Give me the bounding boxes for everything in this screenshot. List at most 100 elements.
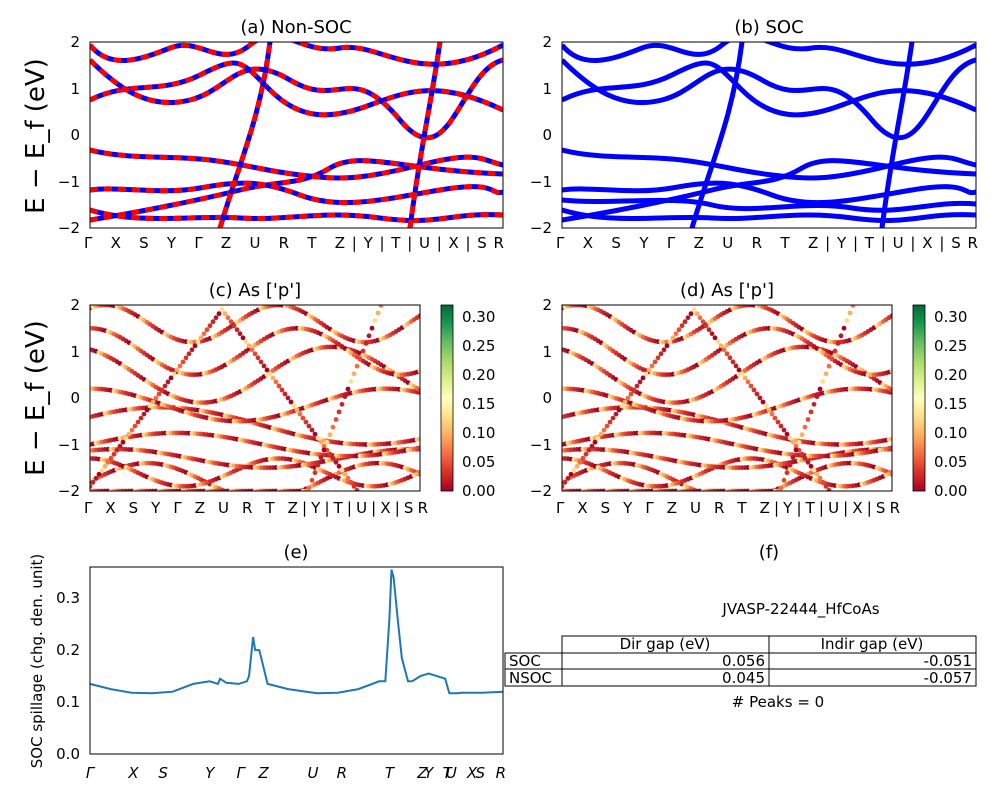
scatterC-point-1045 bbox=[279, 387, 285, 393]
ytick-a-0: 2 bbox=[70, 33, 80, 51]
panel-d: (d) As ['p'] 2 1 0 −1 −2 Γ X S Y Γ Z U R… bbox=[530, 280, 968, 517]
scatterD-point-1150 bbox=[793, 447, 799, 453]
scatterD-point-1012 bbox=[652, 359, 658, 365]
xtick-e-3: Y bbox=[205, 764, 216, 782]
ytick-e-3: 0.3 bbox=[56, 589, 80, 607]
scatterD-point-1167 bbox=[844, 318, 850, 323]
row-nsoc-dir: 0.045 bbox=[722, 669, 765, 687]
ytick-e-0: 0.0 bbox=[56, 745, 80, 763]
ytick-c-4: −2 bbox=[58, 482, 80, 500]
scatterD-point-999 bbox=[613, 411, 619, 417]
scatterC-point-1028 bbox=[228, 319, 234, 325]
cbar-d-tick-3: 0.15 bbox=[934, 395, 967, 413]
scatterC-point-1048 bbox=[288, 399, 294, 405]
scatterC-point-1011 bbox=[177, 363, 183, 369]
scatterC-point-1025 bbox=[219, 307, 225, 312]
col-dir-gap: Dir gap (eV) bbox=[620, 635, 711, 653]
scatterC-point-869 bbox=[417, 368, 420, 374]
xticks-a: Γ X S Y Γ Z U R T Z|Y|T|U|X|SR bbox=[84, 234, 504, 252]
scatterD-point-996 bbox=[604, 423, 610, 429]
panel-c-title: (c) As ['p'] bbox=[209, 280, 301, 301]
scatterC-point-1014 bbox=[186, 351, 192, 357]
xticks-b: Γ X S Y Γ Z U R T Z|Y|T|U|X|SR bbox=[556, 234, 978, 252]
scatterD-point-1043 bbox=[745, 379, 751, 385]
scatterC-point-1003 bbox=[153, 395, 159, 401]
scatterD-point-985 bbox=[571, 467, 577, 473]
ytick-e-1: 0.1 bbox=[56, 693, 80, 711]
scatterD-point-1045 bbox=[751, 387, 757, 393]
xtick-e-13: X bbox=[466, 764, 478, 782]
scatterD-point-984 bbox=[568, 471, 574, 477]
scatterD-point-1034 bbox=[718, 343, 724, 349]
scatterD-point-1035 bbox=[721, 347, 727, 353]
xtick-e-14: S bbox=[476, 764, 486, 782]
scatterD-point-1032 bbox=[712, 335, 718, 341]
scatterD-point-1022 bbox=[682, 319, 688, 325]
scatterC-point-1001 bbox=[147, 403, 153, 409]
scatterD-point-1039 bbox=[733, 363, 739, 369]
scatterD-point-1018 bbox=[670, 335, 676, 341]
scatterC-point-1002 bbox=[150, 399, 156, 405]
scatterD-point-1053 bbox=[775, 419, 781, 425]
ytick-d-2: 0 bbox=[542, 389, 552, 407]
scatterD-point-1044 bbox=[748, 383, 754, 389]
scatterD-point-1157 bbox=[814, 394, 820, 399]
cbar-d-tick-4: 0.20 bbox=[934, 366, 967, 384]
scatterD-point-203 bbox=[889, 469, 892, 475]
scatterD-point-1033 bbox=[715, 339, 721, 345]
scatterD-point-47 bbox=[701, 491, 706, 496]
scatterD-point-1054 bbox=[778, 423, 784, 429]
scatterC-point-1040 bbox=[264, 367, 270, 373]
scatterC-point-1046 bbox=[282, 391, 288, 397]
scatterC-point-1067 bbox=[345, 475, 351, 481]
scatterC-point-1032 bbox=[240, 335, 246, 341]
scatterC-point-1043 bbox=[273, 379, 279, 385]
scatterD-point-1070 bbox=[826, 488, 832, 491]
scatterD-point-1153 bbox=[802, 424, 808, 430]
scatterC-point-758 bbox=[417, 387, 420, 393]
scatterD-point-1164 bbox=[835, 341, 841, 346]
scatterC-point-1162 bbox=[357, 356, 363, 361]
xtick-e-1: X bbox=[127, 764, 139, 782]
scatterC-point-1163 bbox=[360, 348, 366, 354]
table-text: Dir gap (eV) Indir gap (eV) SOC 0.056 -0… bbox=[509, 635, 972, 687]
scatterD-point-1005 bbox=[631, 387, 637, 393]
axes-d-yticks: 2 1 0 −1 −2 bbox=[530, 296, 552, 500]
scatterD-point-990 bbox=[586, 447, 592, 453]
scatterD-point-1040 bbox=[736, 367, 742, 373]
scatterD-point-1015 bbox=[661, 347, 667, 353]
scatterC-point-993 bbox=[123, 435, 129, 441]
scatterC-point-984 bbox=[96, 471, 102, 477]
axes-a-frame bbox=[89, 41, 504, 229]
row-nsoc-label: NSOC bbox=[509, 669, 552, 687]
cbar-c-tick-1: 0.05 bbox=[462, 453, 495, 471]
col-indir-gap: Indir gap (eV) bbox=[821, 635, 924, 653]
scatterD-point-1071 bbox=[830, 492, 835, 497]
band-a-5r bbox=[90, 57, 503, 141]
scatterC-point-1064 bbox=[336, 463, 342, 469]
ytick-a-1: 1 bbox=[70, 80, 80, 98]
scatterD-point-1158 bbox=[817, 386, 823, 392]
axes-c-yticks: 2 1 0 −1 −2 bbox=[58, 296, 80, 500]
scatterC-point-1169 bbox=[378, 305, 384, 308]
xtick-e-11: T bbox=[443, 764, 454, 782]
row-soc-dir: 0.056 bbox=[722, 652, 765, 670]
scatterD-point-986 bbox=[574, 463, 580, 469]
band-b-9 bbox=[879, 42, 915, 228]
scatterC-point-1000 bbox=[144, 407, 150, 413]
spillage-line bbox=[89, 569, 504, 695]
colorbar-d bbox=[912, 304, 926, 492]
scatterD-point-1148 bbox=[787, 462, 793, 468]
scatterD-point-1028 bbox=[700, 319, 706, 325]
scatterD-point-1002 bbox=[622, 399, 628, 405]
scatterC-point-1004 bbox=[156, 391, 162, 397]
scatterD-point-1020 bbox=[676, 327, 682, 333]
scatterC-point-1042 bbox=[270, 375, 276, 381]
scatterD-point-1029 bbox=[703, 323, 709, 329]
band-b-3 bbox=[562, 180, 976, 206]
scatterC-point-1018 bbox=[198, 335, 204, 341]
ytick-d-4: −2 bbox=[530, 482, 552, 500]
scatterC-point-1030 bbox=[234, 327, 240, 333]
xtick-e-4: Γ bbox=[237, 764, 247, 782]
